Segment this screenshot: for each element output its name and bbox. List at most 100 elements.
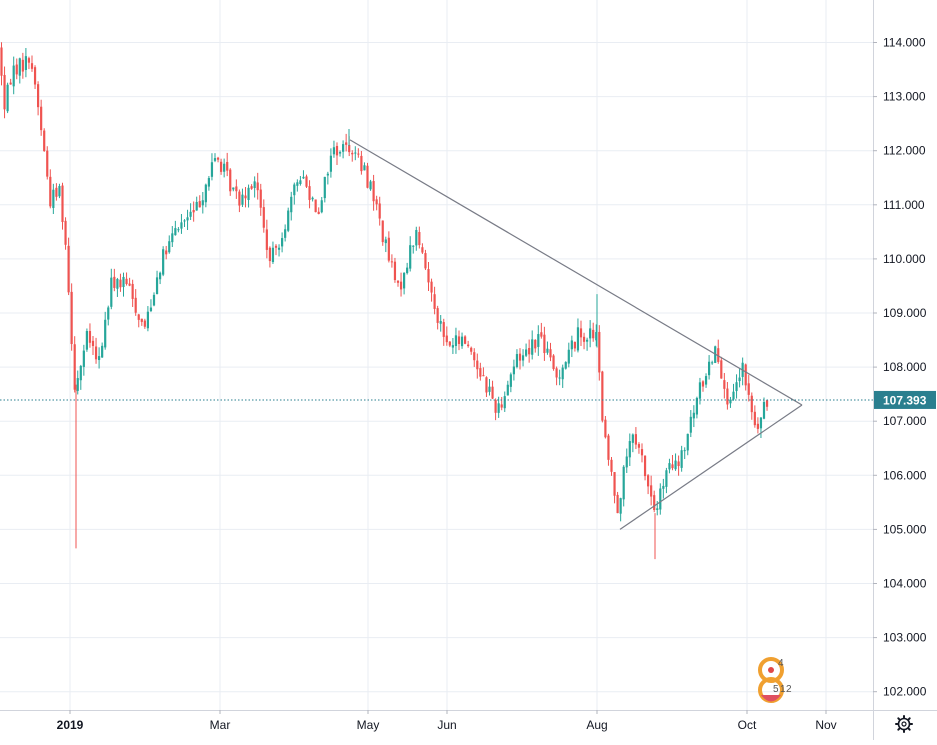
candle-body [439, 320, 442, 324]
candle-body [457, 336, 461, 344]
candle-body [476, 360, 479, 370]
candle-body [207, 178, 210, 187]
candle-body [604, 419, 607, 438]
candle-body [55, 187, 58, 197]
candle-body [73, 344, 76, 390]
gear-icon[interactable] [895, 715, 913, 733]
candle-body [162, 249, 165, 275]
candle-body [619, 498, 622, 514]
candle-body [564, 362, 567, 369]
candle-body [284, 229, 287, 238]
candle-body [473, 352, 476, 361]
candle-body [226, 161, 229, 171]
candle-body [454, 335, 458, 346]
candle-body [76, 378, 79, 391]
candle-body [579, 328, 583, 338]
candle-body [91, 340, 95, 347]
candle-body [101, 345, 104, 358]
candle-body [665, 470, 668, 487]
candle-body [494, 399, 497, 413]
candle-body [555, 368, 558, 378]
x-tick-label: Oct [738, 718, 757, 732]
candle-body [183, 220, 186, 222]
candle-body [30, 63, 34, 69]
candle-body [442, 322, 445, 337]
candle-body [338, 152, 342, 154]
candle-body [137, 314, 140, 320]
candle-body [680, 450, 683, 468]
candle-body [534, 339, 537, 349]
x-tick-label: May [357, 718, 380, 732]
trendline[interactable] [619, 404, 803, 530]
candle-body [671, 464, 674, 469]
candle-body [396, 280, 400, 283]
candle-body [692, 412, 695, 419]
candle-body [732, 391, 735, 400]
candle-body [320, 200, 323, 213]
candle-body [683, 450, 686, 452]
candle-body [546, 348, 549, 353]
candle-body [168, 241, 171, 253]
candle-body [357, 153, 360, 155]
candle-body [381, 220, 384, 243]
candle-body [558, 377, 561, 379]
candle-body [436, 308, 439, 323]
y-tick-label: 114.000 [883, 36, 926, 50]
candle-body [720, 360, 723, 379]
candle-body [287, 210, 290, 231]
candle-body [375, 199, 378, 205]
trendline[interactable] [349, 139, 803, 406]
y-tick-label: 104.000 [883, 577, 927, 591]
candle-body [765, 400, 769, 407]
candle-body [274, 245, 278, 248]
candle-body [146, 311, 149, 329]
candle-body [378, 203, 381, 219]
candle-body [94, 346, 98, 360]
candle-body [37, 84, 40, 108]
candle-body [64, 220, 67, 245]
candle-body [326, 173, 329, 176]
candle-body [372, 181, 375, 202]
candle-body [98, 356, 101, 361]
candle-body [488, 386, 491, 392]
candle-body [67, 245, 70, 293]
price-axis[interactable]: 114.000 113.000 112.000 111.000 110.000 109.0… [873, 0, 936, 740]
candle-body [500, 404, 503, 408]
candle-body [104, 319, 107, 348]
candle-body [406, 267, 409, 274]
candle-body [125, 278, 128, 284]
candle-body [726, 388, 729, 405]
candle-body [149, 307, 153, 312]
candle-body [491, 386, 494, 399]
candle-body [756, 423, 759, 429]
candle-body [433, 294, 436, 309]
candle-body [729, 400, 732, 404]
candle-body [70, 291, 73, 345]
candle-body [470, 347, 473, 352]
candle-body [107, 307, 110, 320]
candle-body [232, 187, 235, 190]
candle-body [143, 320, 146, 327]
candle-body [0, 47, 3, 76]
candle-body [698, 382, 702, 399]
candle-body [759, 417, 763, 429]
candle-body [717, 348, 720, 362]
candle-body [113, 276, 116, 288]
candle-body [537, 334, 540, 347]
candle-body [277, 247, 281, 250]
candle-body [390, 261, 393, 263]
y-tick-label: 108.000 [883, 360, 927, 374]
candle-body [506, 384, 509, 396]
candles [0, 42, 769, 560]
candle-body [515, 354, 519, 367]
candle-body [582, 336, 586, 342]
candle-body [360, 155, 363, 172]
candle-body [628, 441, 631, 458]
candle-body [576, 327, 580, 351]
candle-body [677, 461, 680, 467]
candle-body [155, 277, 159, 295]
candle-body [165, 250, 168, 255]
time-axis[interactable]: 2019 Mar May Jun Aug Oct Nov [0, 710, 937, 732]
